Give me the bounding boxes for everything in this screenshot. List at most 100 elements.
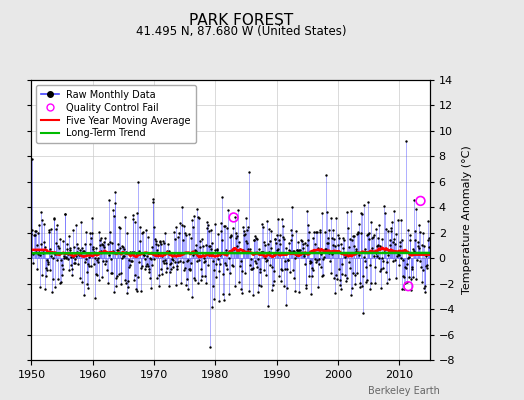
Point: [150, 256, 159, 262]
Point: [36, 284, 44, 290]
Point: [31, 247, 40, 253]
Point: [252, 260, 260, 266]
Point: [245, 287, 254, 294]
Point: [46, 246, 54, 252]
Point: [111, 200, 119, 206]
Point: [107, 240, 116, 246]
Point: [379, 265, 387, 272]
Point: [160, 256, 169, 263]
Point: [60, 254, 68, 261]
Point: [149, 198, 157, 205]
Point: [305, 273, 313, 279]
Point: [236, 286, 245, 292]
Point: [294, 248, 303, 254]
Point: [297, 238, 305, 245]
Point: [222, 247, 231, 254]
Point: [122, 280, 130, 286]
Point: [223, 225, 231, 232]
Point: [154, 250, 162, 257]
Point: [81, 259, 89, 265]
Point: [135, 248, 144, 254]
Point: [231, 283, 239, 289]
Point: [56, 235, 64, 242]
Point: [27, 230, 36, 237]
Point: [369, 253, 378, 260]
Point: [401, 264, 410, 271]
Point: [306, 258, 314, 264]
Point: [342, 252, 351, 258]
Point: [331, 243, 340, 249]
Point: [75, 251, 83, 257]
Point: [116, 244, 125, 251]
Point: [277, 278, 285, 284]
Point: [224, 207, 232, 214]
Point: [209, 283, 217, 290]
Point: [372, 250, 380, 256]
Point: [355, 221, 364, 228]
Point: [337, 240, 345, 247]
Point: [176, 258, 184, 264]
Point: [292, 228, 301, 234]
Point: [134, 179, 142, 185]
Point: [204, 228, 213, 234]
Point: [189, 224, 198, 230]
Point: [120, 253, 128, 259]
Point: [114, 246, 122, 253]
Point: [118, 253, 127, 260]
Point: [169, 256, 178, 263]
Point: [34, 251, 42, 257]
Point: [376, 268, 384, 274]
Point: [243, 227, 252, 234]
Point: [196, 266, 205, 272]
Point: [384, 227, 392, 234]
Point: [157, 253, 166, 260]
Point: [200, 257, 209, 264]
Point: [310, 229, 318, 236]
Point: [206, 243, 214, 250]
Point: [416, 229, 424, 236]
Point: [311, 240, 319, 247]
Point: [87, 263, 95, 270]
Point: [184, 256, 192, 263]
Point: [290, 248, 299, 254]
Point: [221, 223, 230, 229]
Point: [180, 265, 189, 271]
Point: [115, 270, 123, 277]
Point: [164, 241, 172, 248]
Point: [63, 245, 71, 252]
Point: [106, 238, 114, 245]
Point: [157, 241, 165, 247]
Point: [326, 258, 334, 264]
Point: [70, 244, 78, 250]
Point: [263, 218, 271, 224]
Point: [403, 255, 412, 261]
Point: [67, 254, 75, 260]
Point: [192, 248, 200, 254]
Point: [396, 242, 404, 249]
Point: [58, 238, 67, 244]
Point: [392, 275, 400, 282]
Point: [262, 258, 270, 264]
Point: [168, 253, 177, 259]
Point: [63, 256, 72, 262]
Point: [267, 228, 275, 235]
Point: [259, 249, 267, 255]
Point: [255, 282, 263, 288]
Point: [272, 240, 280, 246]
Point: [170, 229, 179, 236]
Point: [395, 262, 403, 268]
Point: [292, 252, 300, 258]
Point: [195, 257, 203, 264]
Point: [156, 238, 164, 244]
Point: [302, 282, 310, 288]
Point: [98, 241, 106, 247]
Point: [210, 267, 218, 273]
Point: [296, 246, 304, 253]
Point: [350, 243, 358, 250]
Point: [73, 240, 81, 247]
Point: [185, 266, 194, 272]
Point: [372, 226, 380, 232]
Point: [57, 257, 66, 264]
Point: [242, 214, 250, 221]
Point: [32, 228, 40, 234]
